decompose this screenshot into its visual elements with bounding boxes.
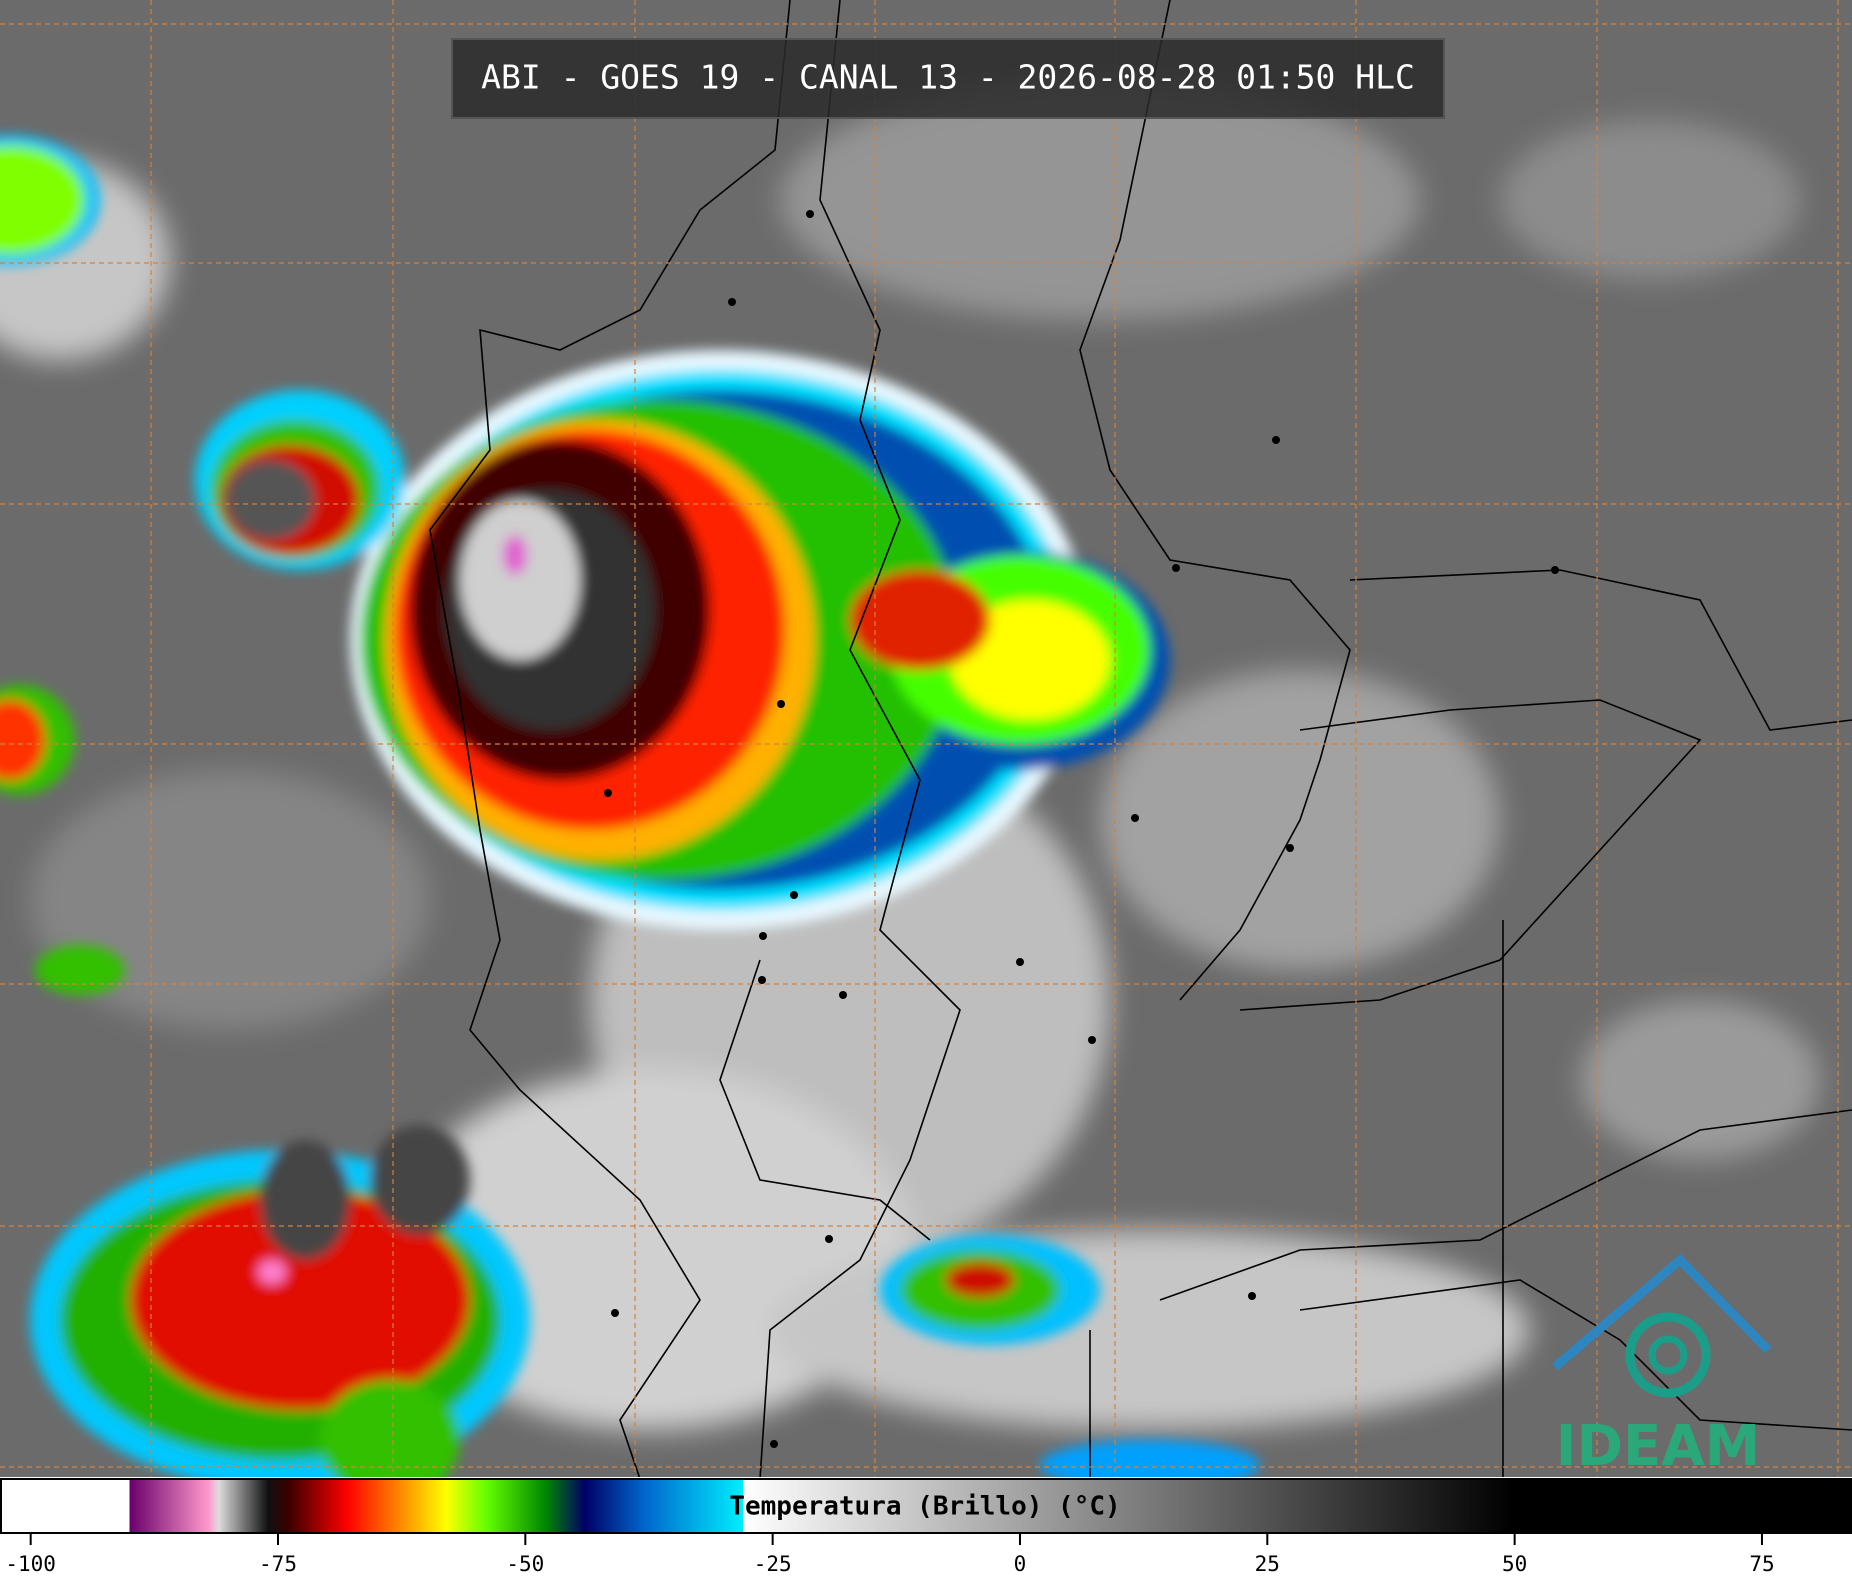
colorbar: Temperatura (Brillo) (°C) -100 -75 -50 -25 0… <box>0 1477 1852 1577</box>
title: ABI - GOES 19 - CANAL 13 - 2026-08-28 01… <box>481 58 1415 97</box>
map: IDEAM <box>0 0 1852 1500</box>
tick-label: 50 <box>1502 1552 1527 1576</box>
tick-label: 0 <box>1014 1552 1027 1576</box>
title-box: ABI - GOES 19 - CANAL 13 - 2026-08-28 01… <box>451 38 1445 119</box>
colorbar-gradient <box>0 1478 1852 1534</box>
cities <box>604 210 1559 1448</box>
borders <box>429 0 1852 1480</box>
tick-label: -100 <box>5 1552 56 1576</box>
colorbar-label: Temperatura (Brillo) (°C) <box>729 1492 1120 1522</box>
tick-label: -50 <box>506 1552 544 1576</box>
grid <box>0 0 1852 1479</box>
logo: IDEAM <box>1552 1253 1772 1479</box>
tick-label: -25 <box>754 1552 792 1576</box>
tick-label: 25 <box>1255 1552 1280 1576</box>
tick-label: -75 <box>259 1552 297 1576</box>
tick-label: 75 <box>1749 1552 1774 1576</box>
logo-text: IDEAM <box>1556 1414 1761 1479</box>
